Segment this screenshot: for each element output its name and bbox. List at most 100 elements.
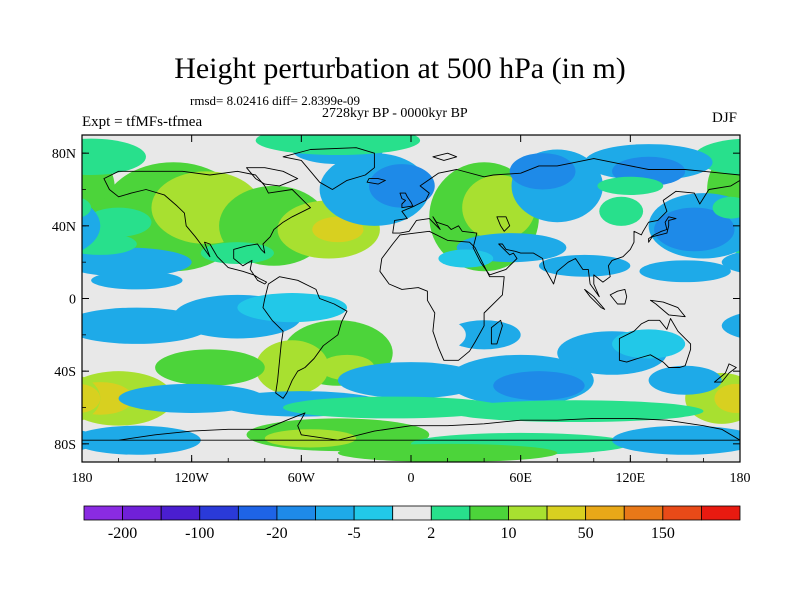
blob-asia-pos-small <box>597 176 664 195</box>
blob-tasman-core <box>714 383 740 413</box>
colorbar-swatch <box>315 505 355 521</box>
blob-sea-neg <box>648 365 722 395</box>
blob-aus-neg-core <box>612 329 686 359</box>
blob-subtrop-pos <box>82 233 137 255</box>
blob-sam-pos <box>255 340 329 395</box>
experiment-label: Expt = tfMFs-tfmea <box>82 114 203 130</box>
x-tick-label: 60E <box>509 471 532 486</box>
y-tick-label: 80S <box>54 438 76 453</box>
y-axis: 80N 40N 0 40S 80S <box>52 147 740 453</box>
blob-natl-neg-core <box>368 164 435 208</box>
caspian-coast <box>496 216 511 232</box>
colorbar-label: -100 <box>185 525 214 542</box>
x-tick-label: 180 <box>72 471 93 486</box>
blob-arctic-pos-wrap <box>694 138 740 175</box>
new-zealand-coast <box>713 363 737 383</box>
blob-antarctic-core <box>264 429 357 448</box>
y-tick-label: 0 <box>69 293 76 308</box>
blob-wpac-neg <box>639 260 731 283</box>
colorbar-swatch <box>623 505 664 521</box>
madagascar-coast <box>490 319 503 345</box>
blob-china-pos <box>599 196 644 226</box>
contour-fill-layer <box>82 135 740 462</box>
baffin-coast <box>246 167 299 187</box>
blob-atl-pos-core <box>312 216 364 243</box>
australia-coast <box>618 318 692 368</box>
colorbar-swatch <box>546 505 587 521</box>
blob-sind-neg-core <box>493 371 585 401</box>
antarctica-coast <box>82 412 740 441</box>
blob-spac-neg-wrap <box>721 313 740 338</box>
y-tick-label: 40S <box>54 365 76 380</box>
blob-npac-pos <box>712 196 740 219</box>
colorbar-swatch <box>160 505 201 521</box>
colorbar-swatch <box>508 505 548 521</box>
blob-siberia-neg-core <box>509 153 576 190</box>
colorbar-swatch <box>353 505 394 521</box>
colorbar-label: -20 <box>266 525 287 542</box>
blob-amazon-neg <box>237 293 348 323</box>
season-label: DJF <box>712 110 738 126</box>
blob-sahara-neg <box>438 249 494 268</box>
blob-pac-strip <box>85 207 152 237</box>
colorbar-swatch <box>585 505 625 521</box>
blob-npac-pos-wrap <box>82 198 92 218</box>
iceland-coast <box>366 178 386 185</box>
colorbar-swatch <box>662 505 702 521</box>
blob-safr-lt <box>392 316 466 354</box>
blob-arctic-pos <box>82 138 146 175</box>
colorbar-label: 50 <box>578 525 594 542</box>
colorbar-swatch <box>430 505 471 521</box>
colorbar-label: 2 <box>427 525 435 542</box>
blob-so-neg-atl <box>337 362 485 399</box>
blob-madag-neg <box>447 320 521 350</box>
new-guinea-coast <box>649 299 686 318</box>
south-america-coast <box>262 276 348 399</box>
north-america-coast <box>103 170 311 285</box>
blob-pole-pos <box>255 135 421 155</box>
colorbar-swatch <box>199 505 239 521</box>
sumatra-coast <box>584 288 606 310</box>
svalbard-coast <box>432 152 458 161</box>
time-period-label: 2728kyr BP - 0000kyr BP <box>322 106 468 121</box>
colorbar-label: 150 <box>651 525 675 542</box>
blob-tasman-core-wrap <box>82 384 101 413</box>
colorbar-swatch <box>392 505 432 521</box>
japan-coast <box>648 216 677 243</box>
colorbar-label: -200 <box>108 525 137 542</box>
x-tick-label: 120E <box>616 471 646 486</box>
colorbar-label: 10 <box>500 525 516 542</box>
blob-pole-s-pos <box>337 443 558 462</box>
rmsd-diff-stats: rmsd= 8.02416 diff= 2.8399e-09 <box>190 93 361 108</box>
colorbar-swatch <box>122 505 162 521</box>
x-tick-label: 60W <box>288 471 316 486</box>
eurasia-coast <box>392 158 740 298</box>
blob-subtrop-neg <box>82 247 192 277</box>
coastline-layer <box>82 147 740 441</box>
colorbar: -200 -100 -20 -5 2 10 50 150 <box>83 505 741 542</box>
colorbar-swatch <box>469 505 509 521</box>
blob-india-neg <box>538 254 631 277</box>
indonesia-borneo-coast <box>609 288 628 305</box>
blob-tropics-neg <box>91 271 183 290</box>
greenland-coast <box>282 147 375 190</box>
africa-coast <box>379 230 505 361</box>
blob-se-pac-pos <box>155 349 265 386</box>
colorbar-swatch <box>237 505 278 521</box>
blob-so-pos-strip-e <box>447 400 704 423</box>
colorbar-label: -5 <box>347 525 360 542</box>
x-axis: 180 120W 60W 0 60E 120E 180 <box>72 135 751 486</box>
britain-coast <box>399 192 414 209</box>
y-tick-label: 80N <box>52 147 76 162</box>
chart-title: Height perturbation at 500 hPa (in m) <box>174 52 626 85</box>
blob-amund-neg-wrap <box>730 432 740 448</box>
blob-so-pos-strip <box>283 396 503 419</box>
colorbar-swatch <box>83 505 123 521</box>
x-tick-label: 180 <box>730 471 751 486</box>
x-tick-label: 0 <box>408 471 415 486</box>
colorbar-swatch <box>276 505 316 521</box>
x-tick-label: 120W <box>175 471 210 486</box>
colorbar-swatch <box>701 505 741 521</box>
y-tick-label: 40N <box>52 220 76 235</box>
